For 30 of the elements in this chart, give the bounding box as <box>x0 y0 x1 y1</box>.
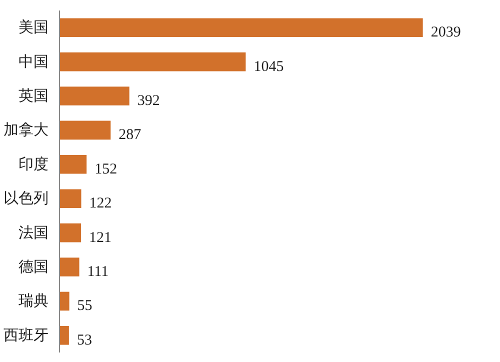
bar <box>60 326 69 345</box>
data-label: 2039 <box>430 24 461 41</box>
data-label: 55 <box>77 298 92 314</box>
data-label: 121 <box>89 230 112 246</box>
y-tick-label: 加拿大 <box>4 122 48 139</box>
data-label: 1045 <box>254 58 284 75</box>
bar <box>60 120 111 140</box>
bar <box>60 86 130 106</box>
y-tick-label: 瑞典 <box>18 292 48 310</box>
y-tick-label: 美国 <box>18 19 48 36</box>
bar <box>60 189 82 208</box>
y-tick-label: 印度 <box>18 156 48 173</box>
y-tick-label: 德国 <box>18 258 48 276</box>
y-tick-label: 西班牙 <box>4 326 48 344</box>
y-tick-label: 以色列 <box>4 190 48 208</box>
y-tick-label: 法国 <box>18 224 48 242</box>
data-label: 287 <box>118 127 142 144</box>
bar <box>60 292 70 311</box>
bar <box>60 258 80 276</box>
data-label: 152 <box>94 161 118 178</box>
data-label: 122 <box>89 196 112 212</box>
bar <box>60 154 87 174</box>
bar <box>60 52 246 72</box>
data-label: 392 <box>137 93 160 109</box>
y-tick-label: 英国 <box>18 88 48 104</box>
bar <box>60 18 423 38</box>
bar <box>60 223 82 242</box>
data-label: 111 <box>87 264 109 280</box>
y-tick-label: 中国 <box>18 53 48 70</box>
data-label: 53 <box>76 332 92 348</box>
